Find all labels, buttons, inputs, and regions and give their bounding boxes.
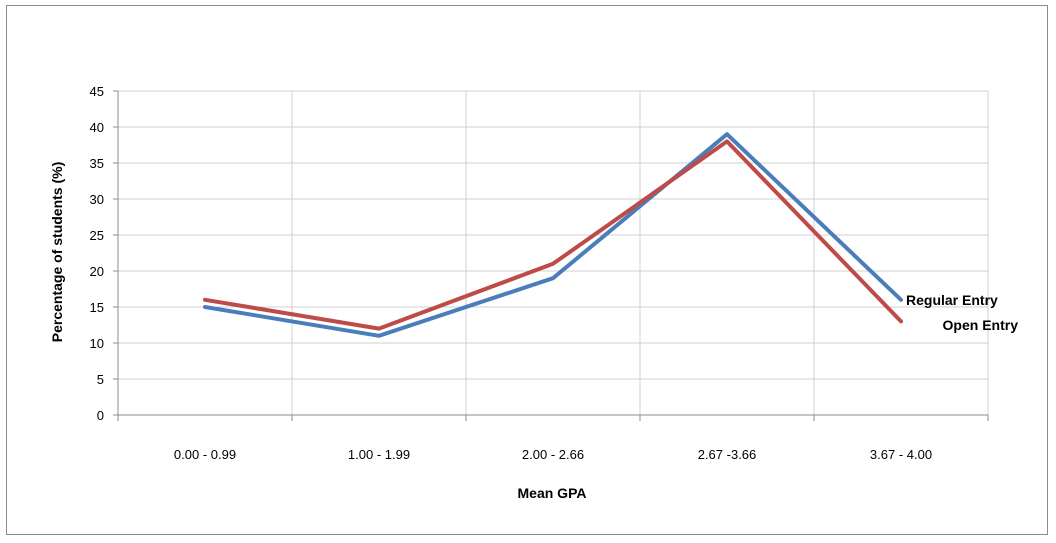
series-line-open-entry [203,139,903,331]
x-tick-label: 3.67 - 4.00 [870,447,932,462]
y-tick-label: 35 [90,156,104,171]
series-label-regular-entry: Regular Entry [906,292,998,308]
x-tick-label: 1.00 - 1.99 [348,447,410,462]
chart-frame [6,5,1048,535]
axes [113,90,989,421]
y-tick-label: 25 [90,228,104,243]
series-line-regular-entry [203,132,903,338]
y-tick-label: 40 [90,120,104,135]
x-tick-label: 2.00 - 2.66 [522,447,584,462]
grid-lines [118,90,989,415]
y-tick-label: 0 [97,408,104,423]
y-tick-labels: 0 5 10 15 20 25 30 35 40 45 [90,84,104,423]
x-tick-label: 0.00 - 0.99 [174,447,236,462]
y-tick-label: 5 [97,372,104,387]
x-axis-title: Mean GPA [518,485,587,501]
y-axis-title: Percentage of students (%) [49,162,65,342]
x-tick-label: 2.67 -3.66 [698,447,757,462]
x-tick-labels: 0.00 - 0.99 1.00 - 1.99 2.00 - 2.66 2.67 -3… [174,447,932,462]
y-tick-label: 30 [90,192,104,207]
y-tick-label: 10 [90,336,104,351]
series-lines [203,132,903,338]
series-labels: Regular Entry Open Entry [906,292,1018,333]
y-tick-label: 15 [90,300,104,315]
series-label-open-entry: Open Entry [943,317,1019,333]
y-tick-label: 45 [90,84,104,99]
y-tick-label: 20 [90,264,104,279]
